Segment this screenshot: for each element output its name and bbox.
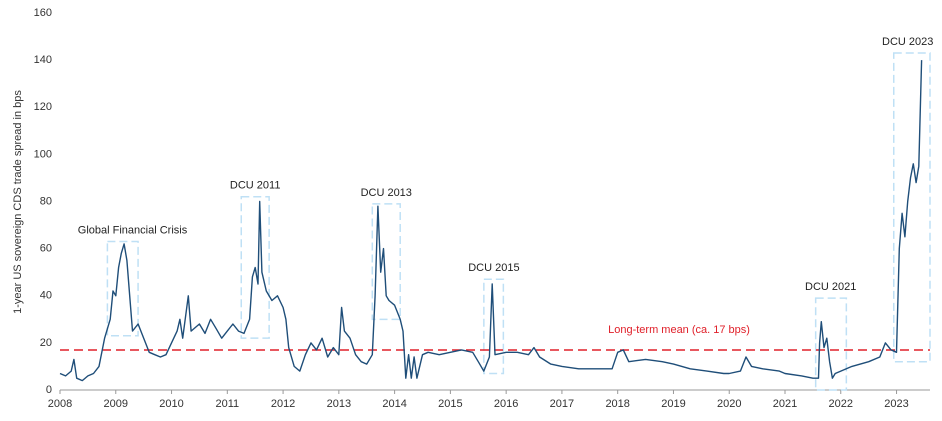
x-tick-label: 2008: [48, 398, 72, 410]
x-tick-label: 2021: [773, 398, 797, 410]
x-tick-label: 2023: [884, 398, 908, 410]
annotation: DCU 2023: [882, 36, 933, 48]
series-line: [59, 60, 923, 382]
x-tick-label: 2012: [271, 398, 295, 410]
y-axis-label: 1-year US sovereign CDS trade spread in …: [12, 90, 24, 314]
annotation: DCU 2011: [230, 180, 281, 192]
annotation-box: [893, 52, 931, 363]
y-tick-label: 80: [40, 195, 52, 207]
x-tick-label: 2018: [605, 398, 629, 410]
annotation-box: [814, 297, 848, 391]
x-tick-label: 2015: [438, 398, 462, 410]
annotation-box: [106, 240, 139, 337]
y-tick-label: 60: [40, 243, 52, 255]
x-tick-label: 2011: [215, 398, 239, 410]
y-tick-label: 40: [40, 290, 52, 302]
y-tick-label: 120: [34, 101, 52, 113]
annotation-box: [371, 203, 401, 321]
annotation-box: [240, 196, 270, 339]
x-tick-label: 2022: [829, 398, 853, 410]
annotation: DCU 2015: [468, 262, 519, 274]
annotation: Global Financial Crisis: [78, 224, 188, 236]
x-tick-label: 2013: [327, 398, 351, 410]
y-tick-label: 0: [46, 384, 52, 396]
mean-label: Long-term mean (ca. 17 bps): [608, 324, 750, 336]
x-tick-label: 2009: [104, 398, 128, 410]
x-tick-label: 2010: [159, 398, 183, 410]
y-tick-label: 100: [34, 148, 52, 160]
x-tick-label: 2020: [717, 398, 741, 410]
x-tick-label: 2016: [494, 398, 518, 410]
x-tick-label: 2017: [550, 398, 574, 410]
annotation: DCU 2021: [805, 281, 856, 293]
y-tick-label: 160: [34, 7, 52, 19]
y-tick-label: 140: [34, 54, 52, 66]
annotation-box: [483, 278, 505, 375]
x-tick-label: 2014: [382, 398, 406, 410]
annotation: DCU 2013: [361, 187, 412, 199]
x-tick-label: 2019: [661, 398, 685, 410]
y-tick-label: 20: [40, 337, 52, 349]
